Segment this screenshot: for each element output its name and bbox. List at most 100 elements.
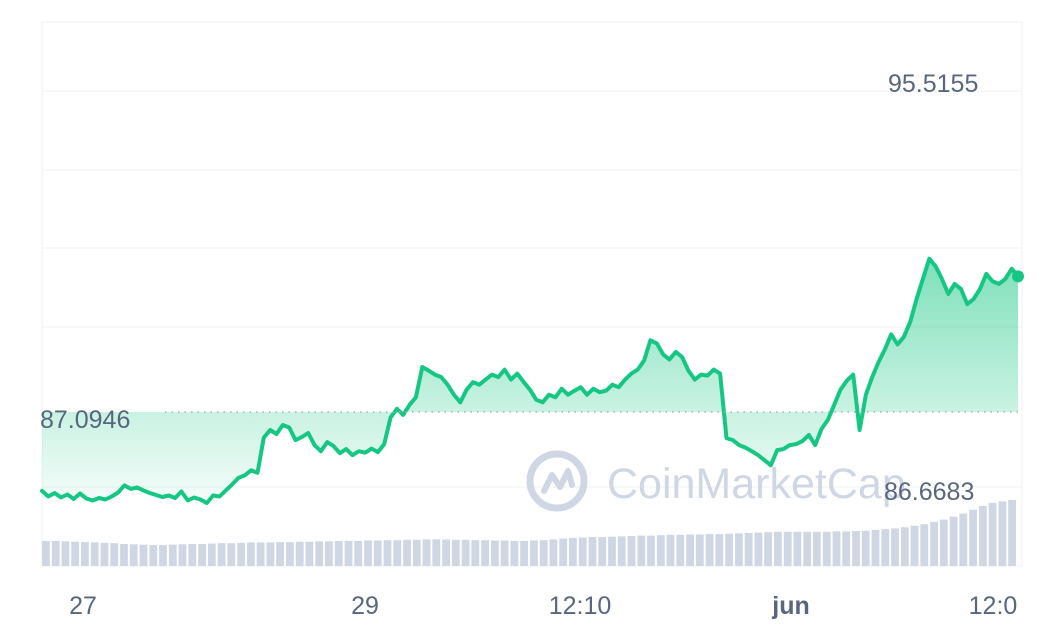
volume-bar	[939, 519, 948, 566]
volume-bar	[617, 536, 626, 566]
volume-bar	[871, 529, 880, 566]
volume-bar	[920, 524, 929, 566]
volume-bar	[373, 540, 382, 566]
last-price-dot	[1012, 270, 1024, 283]
volume-bar	[178, 544, 187, 566]
volume-bar	[539, 540, 548, 566]
volume-bar	[1008, 499, 1016, 566]
volume-bar	[139, 544, 148, 566]
volume-bar	[120, 544, 128, 566]
x-tick-label: jun	[771, 592, 810, 620]
volume-bar	[461, 539, 470, 566]
volume-bar	[432, 539, 441, 566]
volume-bar	[266, 542, 275, 566]
volume-bar	[168, 544, 177, 566]
coinmarketcap-logo-icon	[526, 450, 588, 512]
volume-bar	[227, 543, 236, 566]
volume-bar	[822, 531, 831, 566]
volume-bar	[569, 537, 577, 566]
volume-bar	[237, 542, 245, 566]
volume-bar	[549, 539, 558, 566]
volume-bar	[207, 543, 216, 566]
volume-bar	[988, 502, 997, 566]
volume-price-label: 86.6683	[884, 478, 974, 506]
volume-bar	[744, 532, 753, 566]
volume-bars	[42, 499, 1016, 566]
volume-bar	[637, 535, 646, 566]
volume-bar	[471, 540, 480, 566]
volume-bar	[530, 540, 538, 566]
x-tick-label: 12:10	[549, 592, 612, 620]
volume-bar	[559, 538, 568, 566]
x-tick-label: 29	[351, 592, 379, 620]
volume-bar	[354, 540, 363, 566]
volume-bar	[695, 534, 704, 566]
volume-bar	[793, 531, 802, 566]
volume-bar	[491, 540, 499, 566]
volume-bar	[364, 540, 372, 566]
volume-bar	[705, 534, 714, 566]
volume-bar	[286, 542, 294, 566]
volume-bar	[510, 540, 519, 566]
volume-bar	[813, 531, 821, 566]
volume-bar	[61, 541, 70, 566]
volume-bar	[627, 536, 636, 566]
watermark-text: CoinMarketCap	[607, 460, 906, 508]
volume-bar	[500, 540, 509, 566]
volume-bar	[891, 528, 899, 566]
volume-bar	[969, 509, 977, 566]
price-line	[40, 256, 1020, 505]
volume-bar	[910, 525, 919, 566]
volume-bar	[149, 545, 158, 566]
volume-bar	[334, 540, 343, 566]
volume-bar	[51, 540, 60, 566]
volume-bar	[412, 539, 421, 566]
max-price-label: 95.5155	[888, 70, 978, 98]
volume-bar	[247, 542, 255, 566]
volume-bar	[676, 534, 685, 566]
volume-bar	[295, 541, 304, 566]
volume-bar	[110, 543, 119, 566]
x-tick-label: 12:0	[969, 592, 1018, 620]
volume-bar	[842, 531, 851, 566]
volume-bar	[774, 531, 782, 566]
volume-bar	[325, 541, 333, 566]
volume-bar	[81, 542, 89, 566]
volume-bar	[725, 533, 733, 566]
volume-bar	[188, 544, 197, 566]
volume-bar	[754, 532, 763, 566]
volume-bar	[803, 531, 812, 566]
volume-bar	[315, 541, 324, 566]
volume-bar	[256, 542, 265, 566]
watermark: CoinMarketCap	[526, 450, 906, 512]
volume-bar	[852, 531, 860, 566]
volume-bar	[900, 527, 909, 566]
volume-bar	[451, 539, 460, 566]
volume-bar	[383, 540, 392, 566]
volume-bar	[422, 539, 431, 566]
volume-bar	[578, 537, 587, 566]
x-axis-ticks: 27 29 12:10 jun 12:0	[69, 592, 1017, 620]
volume-bar	[159, 545, 167, 566]
volume-bar	[276, 542, 284, 566]
volume-bar	[198, 544, 206, 566]
volume-bar	[71, 541, 80, 566]
volume-bar	[998, 501, 1007, 566]
volume-bar	[403, 539, 411, 566]
volume-bar	[305, 541, 314, 566]
volume-bar	[42, 540, 50, 566]
volume-bar	[832, 531, 841, 566]
volume-bar	[129, 544, 138, 566]
volume-bar	[764, 532, 772, 566]
volume-bar	[481, 540, 489, 566]
volume-bar	[930, 521, 938, 566]
volume-bar	[588, 537, 597, 566]
volume-bar	[90, 542, 99, 566]
volume-bar	[656, 535, 665, 566]
volume-bar	[217, 543, 226, 566]
volume-bar	[608, 536, 616, 566]
volume-bar	[735, 533, 743, 566]
volume-bar	[598, 537, 607, 566]
